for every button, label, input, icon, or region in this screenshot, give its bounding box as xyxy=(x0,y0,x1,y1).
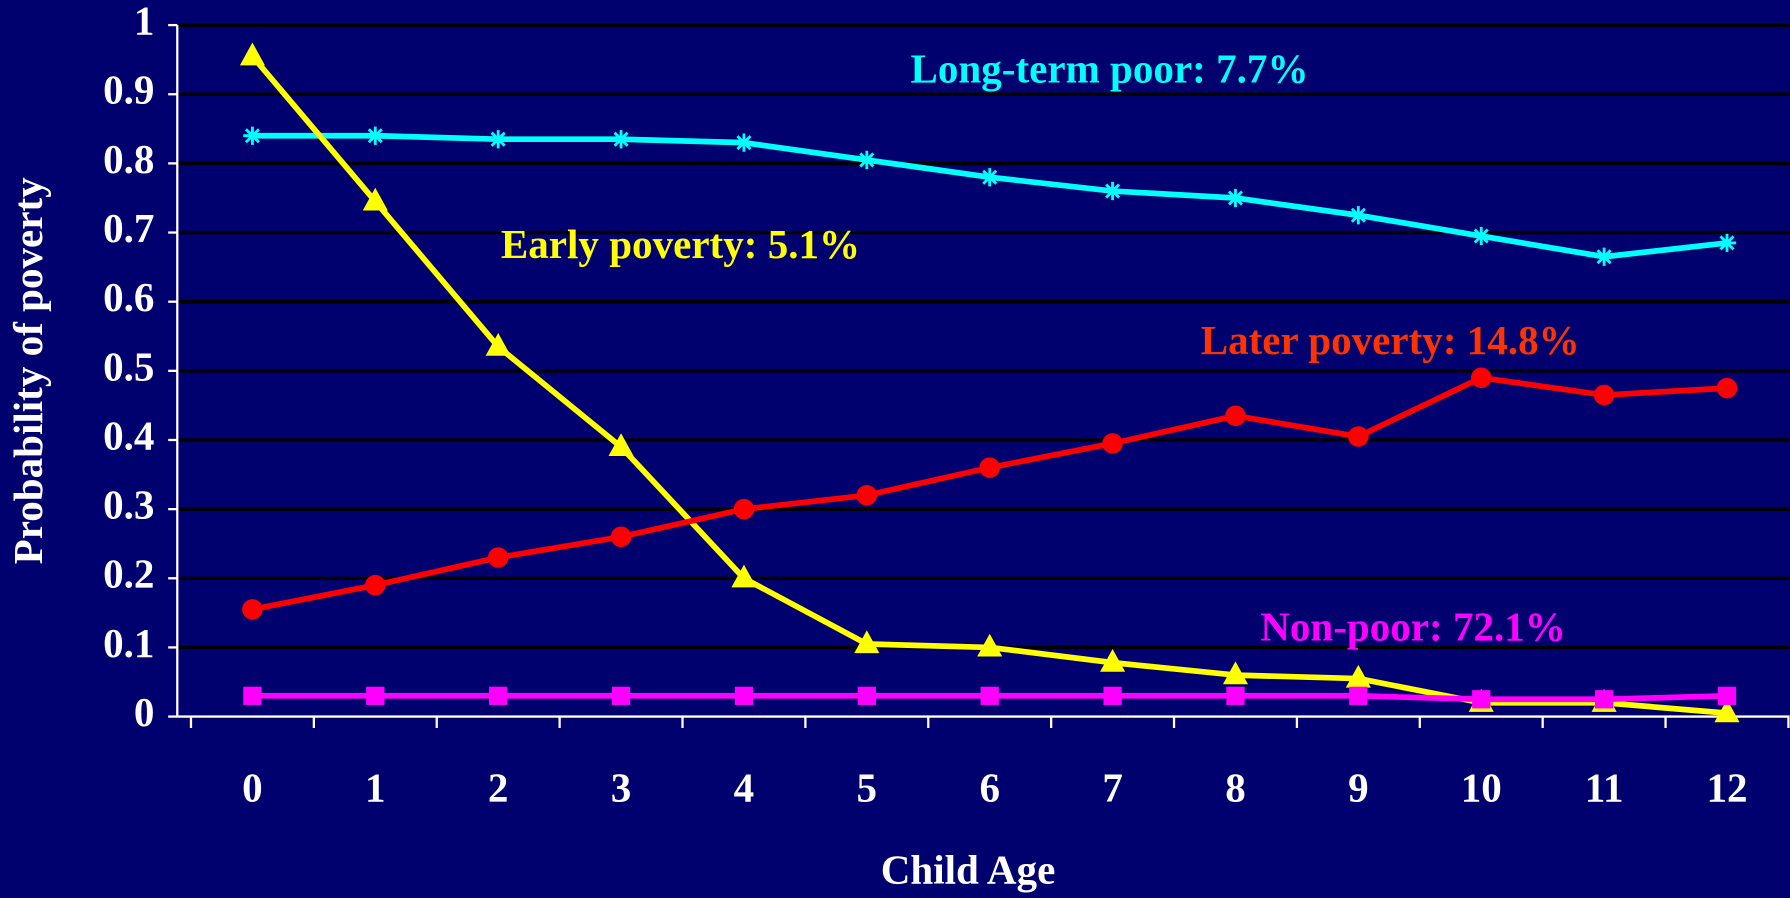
x-axis-label: Child Age xyxy=(881,846,1056,892)
y-tick-label: 0.2 xyxy=(103,551,154,597)
marker xyxy=(1470,367,1492,389)
x-tick-label: 2 xyxy=(488,764,509,810)
marker xyxy=(610,526,632,548)
marker xyxy=(611,686,631,705)
marker xyxy=(611,130,631,149)
x-tick-label: 6 xyxy=(979,764,1000,810)
marker xyxy=(243,126,262,145)
marker xyxy=(733,498,755,520)
y-tick-label: 0 xyxy=(134,689,155,735)
marker xyxy=(1716,377,1738,399)
marker xyxy=(731,564,757,588)
marker xyxy=(857,150,876,170)
marker xyxy=(362,187,388,211)
marker xyxy=(485,332,511,356)
y-tick-label: 0.1 xyxy=(103,620,154,666)
marker xyxy=(489,130,508,149)
marker xyxy=(1594,690,1614,709)
marker xyxy=(239,42,265,66)
marker xyxy=(856,485,878,506)
marker xyxy=(243,686,262,705)
series-label: Early poverty: 5.1% xyxy=(501,221,860,267)
marker xyxy=(980,168,999,187)
series-label: Later poverty: 14.8% xyxy=(1201,317,1580,363)
y-tick-label: 0.7 xyxy=(103,205,154,251)
marker xyxy=(1103,181,1122,201)
marker xyxy=(365,574,386,596)
marker xyxy=(979,457,1000,478)
x-tick-label: 5 xyxy=(857,764,878,810)
marker xyxy=(854,630,880,654)
y-tick-label: 1 xyxy=(134,0,155,44)
marker xyxy=(1100,648,1126,672)
series-label: Long-term poor: 7.7% xyxy=(911,45,1309,91)
y-tick-label: 0.9 xyxy=(103,67,154,113)
y-tick-label: 0.5 xyxy=(103,343,154,389)
marker xyxy=(1345,664,1371,688)
marker xyxy=(1472,226,1491,246)
series-label: Non-poor: 72.1% xyxy=(1260,603,1566,649)
marker xyxy=(1593,384,1615,406)
marker xyxy=(1225,405,1246,427)
x-tick-label: 3 xyxy=(611,764,632,810)
y-tick-label: 0.8 xyxy=(103,136,154,182)
marker xyxy=(1714,699,1740,723)
marker xyxy=(1226,686,1245,705)
marker xyxy=(1103,686,1122,705)
marker xyxy=(1717,233,1737,253)
marker xyxy=(1222,661,1249,685)
marker xyxy=(487,547,509,568)
marker xyxy=(242,599,263,620)
marker xyxy=(980,686,999,705)
marker xyxy=(1349,686,1368,705)
marker xyxy=(1717,686,1737,705)
marker xyxy=(489,686,508,705)
x-tick-label: 12 xyxy=(1706,764,1747,810)
marker xyxy=(1348,426,1369,447)
x-tick-label: 4 xyxy=(734,764,755,810)
marker xyxy=(977,633,1003,657)
x-tick-label: 9 xyxy=(1348,764,1369,810)
marker xyxy=(366,686,385,705)
x-tick-label: 10 xyxy=(1461,764,1502,810)
marker xyxy=(734,133,754,152)
marker xyxy=(1102,433,1123,454)
y-tick-label: 0.3 xyxy=(103,482,154,528)
marker xyxy=(1594,247,1614,266)
x-tick-label: 1 xyxy=(365,764,386,810)
y-tick-label: 0.4 xyxy=(103,412,154,458)
marker xyxy=(1472,690,1491,709)
x-tick-label: 7 xyxy=(1102,764,1123,810)
x-tick-label: 0 xyxy=(242,764,263,810)
y-axis-label: Probability of poverty xyxy=(5,177,51,564)
marker xyxy=(1349,206,1368,225)
marker xyxy=(608,433,634,457)
marker xyxy=(1226,188,1245,208)
y-tick-label: 0.6 xyxy=(103,274,154,320)
x-tick-label: 11 xyxy=(1585,764,1624,810)
marker xyxy=(857,686,876,705)
marker xyxy=(734,686,754,705)
marker xyxy=(366,126,385,145)
x-tick-label: 8 xyxy=(1225,764,1246,810)
